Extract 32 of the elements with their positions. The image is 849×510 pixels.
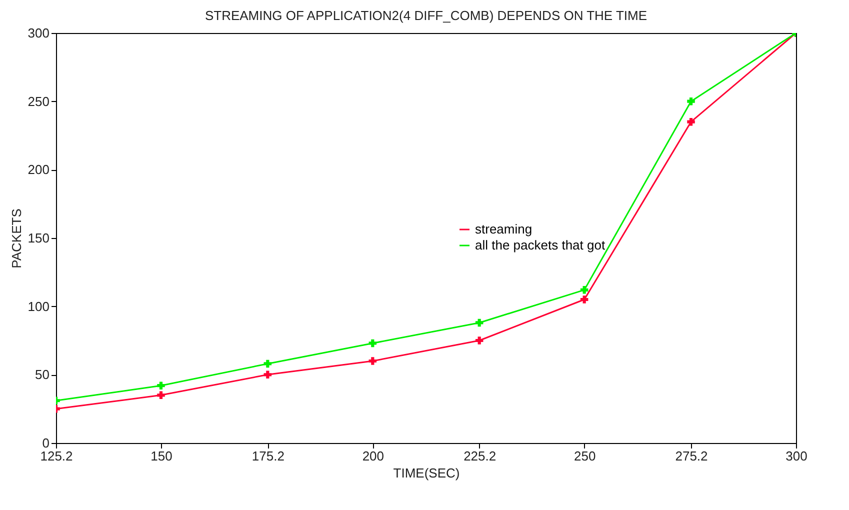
point — [687, 118, 695, 126]
point — [264, 360, 272, 368]
y-tick-label: 200 — [28, 162, 50, 178]
x-tick-label: 250 — [574, 448, 596, 464]
y-tick-label: 50 — [35, 367, 50, 382]
chart-title: STREAMING OF APPLICATION2(4 DIFF_COMB) DEPENDS ON THE TIME — [204, 8, 648, 23]
x-tick-label: 300 — [786, 448, 808, 464]
point — [157, 382, 165, 390]
x-tick-label: 125.2 — [40, 448, 73, 464]
y-tick-label: 250 — [28, 94, 50, 109]
y-tick-label: 0 — [42, 436, 50, 450]
point — [580, 286, 588, 294]
point — [368, 339, 377, 348]
x-tick-label: 200 — [362, 448, 384, 464]
legend-label: streaming — [475, 222, 532, 236]
y-tick-label: 100 — [28, 298, 50, 314]
y-tick-label: 150 — [28, 230, 50, 246]
point — [475, 318, 484, 327]
point — [687, 97, 695, 106]
x-axis-title: TIME(SEC) — [393, 466, 460, 480]
x-tick-label: 150 — [150, 448, 172, 464]
point — [580, 296, 588, 304]
point — [264, 370, 272, 379]
point — [157, 391, 165, 400]
point — [475, 336, 484, 344]
x-tick-label: 225.2 — [464, 448, 496, 464]
point — [368, 357, 377, 365]
x-tick-label: 275.2 — [675, 448, 708, 464]
y-tick-label: 300 — [28, 26, 50, 40]
y-axis-title: PACKETS — [8, 208, 24, 268]
legend-label: all the packets that got — [475, 238, 606, 252]
x-tick-label: 175.2 — [252, 448, 284, 464]
